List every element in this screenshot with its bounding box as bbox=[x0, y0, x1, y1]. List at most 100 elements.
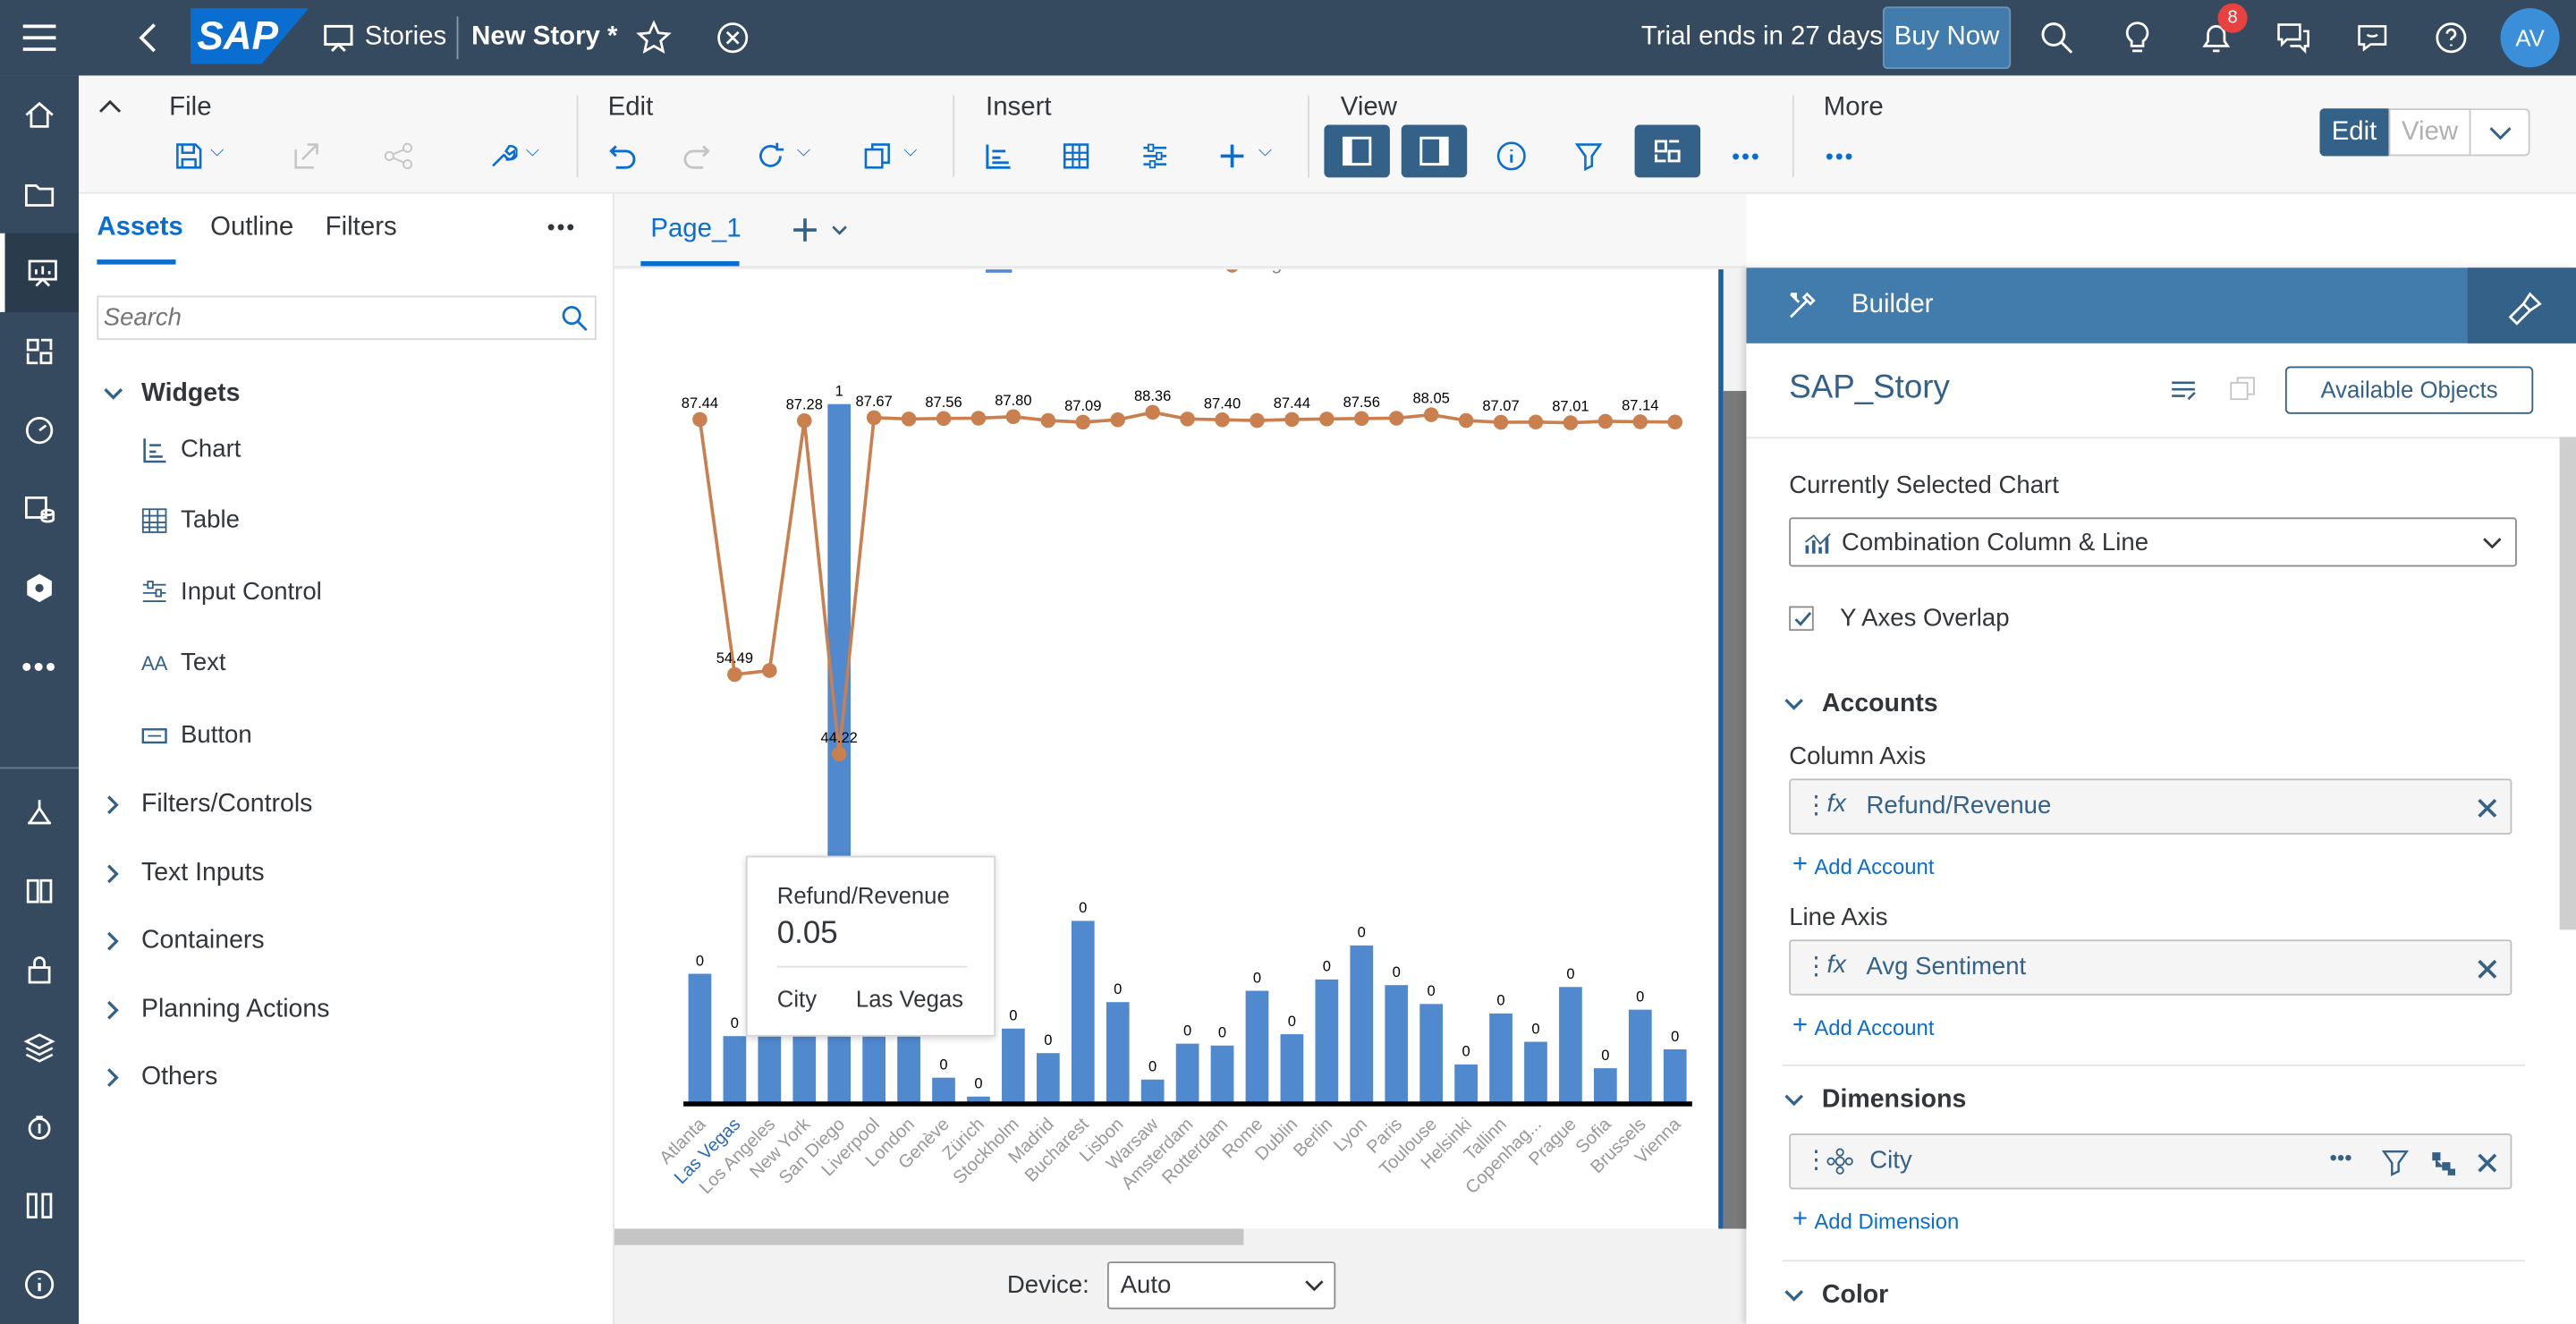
dimensions-section[interactable]: Dimensions bbox=[1783, 1086, 1966, 1116]
tab-filters[interactable]: Filters bbox=[325, 213, 397, 242]
edit-mode-button[interactable]: Edit bbox=[2319, 108, 2389, 157]
accounts-section[interactable]: Accounts bbox=[1783, 690, 1938, 719]
line-point[interactable] bbox=[1075, 414, 1091, 430]
combination-chart[interactable]: Refund/Revenue Avg Sentiment 0 0 1 0 0 0 0 0 0 0 0 0 0… bbox=[614, 269, 1718, 1228]
color-section[interactable]: Color bbox=[1783, 1281, 1888, 1311]
horizontal-scrollbar[interactable] bbox=[614, 1228, 1244, 1245]
line-point[interactable] bbox=[762, 663, 777, 678]
undo-icon[interactable] bbox=[598, 132, 648, 181]
chart-bar[interactable] bbox=[1385, 985, 1409, 1103]
filter-icon[interactable] bbox=[1564, 132, 1614, 181]
builder-scrollbar[interactable] bbox=[2559, 437, 2576, 930]
line-point[interactable] bbox=[796, 412, 812, 429]
search-icon[interactable] bbox=[2038, 20, 2074, 55]
line-point[interactable] bbox=[901, 412, 917, 427]
resize-handle[interactable]: ⋮ bbox=[606, 744, 626, 785]
line-point[interactable] bbox=[1388, 411, 1404, 426]
chart-bar[interactable] bbox=[1419, 1004, 1444, 1103]
avatar[interactable]: AV bbox=[2500, 8, 2560, 68]
book-icon[interactable] bbox=[0, 851, 79, 929]
view-mode-button[interactable]: View bbox=[2388, 108, 2471, 157]
styling-tab[interactable] bbox=[2467, 267, 2576, 344]
line-point[interactable] bbox=[1215, 412, 1230, 428]
save-icon[interactable] bbox=[165, 132, 214, 181]
explorer-icon[interactable] bbox=[0, 391, 79, 470]
chart-widget[interactable]: Refund/Revenue Avg Sentiment 0 0 1 0 0 0 0 0 0 0 0 0 0… bbox=[614, 269, 1719, 1229]
widget-button[interactable]: Button bbox=[141, 721, 252, 749]
line-point[interactable] bbox=[1667, 414, 1682, 430]
remove-icon[interactable] bbox=[2476, 797, 2499, 820]
deployment-icon[interactable] bbox=[0, 1008, 79, 1087]
folder-icon[interactable] bbox=[0, 155, 79, 233]
line-point[interactable] bbox=[936, 411, 952, 427]
widget-input-control[interactable]: Input Control bbox=[141, 578, 322, 607]
chevron-down-icon[interactable]: ⌵ bbox=[903, 140, 918, 161]
chart-bar[interactable] bbox=[1593, 1068, 1617, 1103]
chart-type-select[interactable]: Combination Column & Line bbox=[1789, 517, 2517, 567]
back-icon[interactable] bbox=[135, 21, 161, 55]
bell-icon[interactable] bbox=[2199, 20, 2234, 55]
refresh-icon[interactable] bbox=[746, 132, 795, 181]
line-point[interactable] bbox=[1250, 412, 1265, 429]
line-point[interactable] bbox=[1528, 414, 1544, 430]
line-point[interactable] bbox=[1354, 411, 1369, 427]
chart-bar[interactable] bbox=[1175, 1043, 1199, 1103]
chart-bar[interactable] bbox=[1628, 1009, 1652, 1103]
insert-chart-icon[interactable] bbox=[974, 132, 1023, 181]
vertical-scrollbar[interactable] bbox=[1723, 391, 1747, 1229]
left-panel-toggle[interactable] bbox=[1324, 124, 1390, 178]
search-icon[interactable] bbox=[560, 304, 589, 334]
chart-bar[interactable] bbox=[723, 1036, 747, 1103]
legend-swatch-line[interactable] bbox=[1225, 269, 1239, 273]
stories-nav-icon[interactable] bbox=[0, 233, 80, 312]
line-point[interactable] bbox=[692, 412, 708, 428]
chart-bar[interactable] bbox=[1489, 1013, 1513, 1103]
hierarchy-icon[interactable] bbox=[2430, 1150, 2456, 1175]
line-point[interactable] bbox=[1632, 414, 1648, 429]
widgets-section[interactable]: Widgets bbox=[102, 379, 240, 409]
chevron-down-icon[interactable]: ⌵ bbox=[210, 140, 225, 161]
line-point[interactable] bbox=[1180, 412, 1195, 427]
section-others[interactable]: Others bbox=[102, 1063, 217, 1092]
right-panel-toggle[interactable] bbox=[1401, 124, 1468, 178]
chart-bar[interactable] bbox=[1350, 945, 1374, 1103]
chart-bar[interactable] bbox=[1002, 1028, 1025, 1103]
help-icon[interactable] bbox=[2433, 20, 2469, 55]
stories-link[interactable]: Stories bbox=[364, 22, 447, 51]
overlap-checkbox[interactable] bbox=[1789, 606, 1814, 632]
remove-icon[interactable] bbox=[2476, 1151, 2499, 1175]
chart-bar[interactable] bbox=[1524, 1041, 1547, 1103]
line-point[interactable] bbox=[1145, 404, 1160, 420]
chart-bar[interactable] bbox=[1071, 921, 1095, 1103]
dimension-token[interactable]: ⋮ City ••• bbox=[1789, 1133, 2512, 1190]
section-text-inputs[interactable]: Text Inputs bbox=[102, 859, 265, 888]
more-view-icon[interactable]: ••• bbox=[1732, 142, 1761, 170]
lightbulb-icon[interactable] bbox=[2119, 20, 2155, 55]
section-planning-actions[interactable]: Planning Actions bbox=[102, 996, 329, 1025]
chart-bar[interactable] bbox=[688, 973, 712, 1103]
line-point[interactable] bbox=[1040, 412, 1056, 429]
legend-swatch-bar[interactable] bbox=[986, 269, 1013, 273]
available-objects-button[interactable]: Available Objects bbox=[2284, 366, 2534, 414]
tab-outline[interactable]: Outline bbox=[210, 213, 294, 242]
line-point[interactable] bbox=[1493, 414, 1509, 430]
line-point[interactable] bbox=[866, 410, 882, 426]
section-filters-controls[interactable]: Filters/Controls bbox=[102, 790, 312, 819]
chart-bar[interactable] bbox=[1245, 990, 1269, 1103]
money-icon[interactable] bbox=[0, 1088, 79, 1167]
info-icon[interactable] bbox=[0, 1245, 79, 1324]
line-point[interactable] bbox=[727, 666, 742, 683]
more-icon[interactable]: ••• bbox=[2329, 1144, 2352, 1170]
chart-bar[interactable] bbox=[967, 1096, 990, 1103]
add-page-icon[interactable] bbox=[792, 214, 851, 247]
chevron-down-icon[interactable]: ⌵ bbox=[796, 140, 811, 161]
lock-icon[interactable] bbox=[0, 929, 79, 1008]
line-point[interactable] bbox=[1110, 412, 1125, 428]
more-overflow-icon[interactable]: ••• bbox=[1825, 142, 1855, 170]
chevron-down-icon[interactable]: ⌵ bbox=[1258, 140, 1273, 161]
edit-model-icon[interactable] bbox=[2167, 373, 2200, 406]
add-dimension-link[interactable]: + Add Dimension bbox=[1792, 1205, 1960, 1235]
tab-page-1[interactable]: Page_1 bbox=[650, 215, 741, 243]
line-point[interactable] bbox=[1284, 412, 1300, 428]
menu-icon[interactable] bbox=[20, 21, 59, 55]
